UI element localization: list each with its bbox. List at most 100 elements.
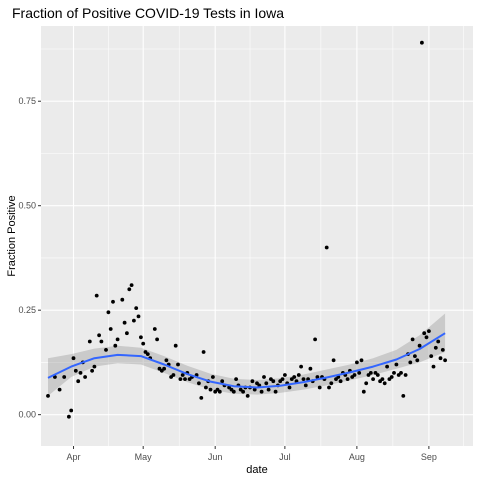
data-point	[431, 364, 436, 369]
data-point	[92, 364, 97, 369]
data-point	[338, 379, 343, 384]
data-point	[171, 373, 176, 377]
y-axis: 0.00 0.25 0.50 0.75	[18, 96, 41, 420]
data-point	[408, 360, 413, 365]
data-point	[371, 377, 375, 381]
data-point	[438, 356, 443, 361]
data-point	[355, 360, 359, 365]
data-point	[90, 368, 94, 373]
data-point	[78, 371, 83, 375]
data-point	[113, 343, 118, 348]
y-tick-label: 0.75	[18, 96, 36, 106]
data-point	[62, 375, 67, 379]
x-tick-label: Apr	[67, 452, 81, 462]
data-point	[94, 293, 99, 298]
x-axis-title: date	[246, 464, 267, 476]
data-point	[394, 362, 399, 367]
data-point	[262, 375, 266, 379]
data-point	[141, 341, 146, 346]
x-tick-label: Sep	[421, 452, 437, 462]
data-point	[173, 343, 178, 348]
data-point	[280, 377, 285, 381]
data-point	[208, 387, 213, 392]
data-point	[99, 339, 104, 344]
data-point	[129, 283, 134, 287]
x-tick-label: Aug	[349, 452, 365, 462]
data-point	[155, 337, 160, 342]
data-point	[136, 314, 141, 319]
data-point	[71, 356, 76, 361]
data-point	[234, 377, 239, 381]
data-point	[427, 329, 431, 333]
data-point	[197, 381, 201, 386]
minor-gridlines	[41, 26, 473, 446]
y-axis-title: Fraction Positive	[6, 195, 18, 276]
data-point	[122, 320, 127, 325]
data-point	[108, 327, 113, 331]
data-point	[380, 377, 385, 381]
data-point	[201, 350, 206, 354]
data-point	[420, 40, 424, 45]
data-point	[57, 387, 62, 392]
data-point	[327, 385, 331, 390]
data-point	[283, 373, 287, 377]
smooth-trend-line	[47, 332, 446, 389]
data-point	[361, 389, 366, 394]
data-point	[299, 364, 303, 369]
data-point	[152, 327, 157, 331]
data-point	[399, 371, 403, 375]
data-point	[115, 337, 120, 342]
y-tick-label: 0.00	[18, 410, 36, 420]
data-point	[392, 371, 396, 375]
data-point	[231, 389, 236, 394]
data-point	[313, 337, 317, 342]
x-tick-label: May	[135, 452, 153, 462]
x-axis: Apr May Jun Jul Aug Sep	[67, 446, 437, 462]
data-point	[436, 339, 441, 344]
plot-panel	[41, 26, 473, 446]
major-gridlines	[41, 26, 473, 446]
data-point	[125, 331, 129, 336]
data-point	[264, 381, 269, 386]
data-point	[87, 339, 92, 344]
data-point	[180, 373, 185, 377]
data-point	[422, 331, 427, 336]
data-point	[46, 394, 50, 398]
data-point	[178, 377, 183, 381]
data-point	[359, 358, 364, 363]
data-point	[199, 396, 204, 400]
data-point	[273, 389, 278, 394]
data-point	[111, 299, 115, 304]
data-point	[132, 318, 136, 323]
data-point	[139, 335, 143, 340]
data-point	[303, 383, 308, 388]
data-point	[83, 375, 87, 379]
data-point	[324, 245, 329, 250]
data-point	[317, 385, 322, 390]
data-point	[357, 371, 362, 375]
data-point	[134, 306, 139, 310]
data-point	[292, 375, 297, 379]
data-point	[352, 373, 357, 377]
data-point	[127, 287, 132, 292]
data-point	[368, 371, 373, 375]
data-point	[315, 375, 320, 379]
y-tick-label: 0.50	[18, 201, 36, 211]
data-point	[259, 389, 264, 394]
data-point	[176, 362, 180, 367]
data-point	[245, 394, 250, 398]
data-point	[308, 366, 313, 371]
data-point	[69, 408, 74, 413]
data-point	[401, 394, 406, 398]
data-point	[211, 375, 215, 379]
data-point	[145, 352, 150, 356]
data-point	[73, 368, 78, 373]
x-tick-label: Jun	[208, 452, 223, 462]
data-point	[443, 358, 447, 363]
data-point	[375, 373, 380, 377]
x-tick-label: Jul	[279, 452, 291, 462]
data-point	[76, 379, 81, 384]
data-point	[106, 310, 111, 315]
data-point	[364, 381, 369, 386]
data-point	[424, 335, 429, 340]
